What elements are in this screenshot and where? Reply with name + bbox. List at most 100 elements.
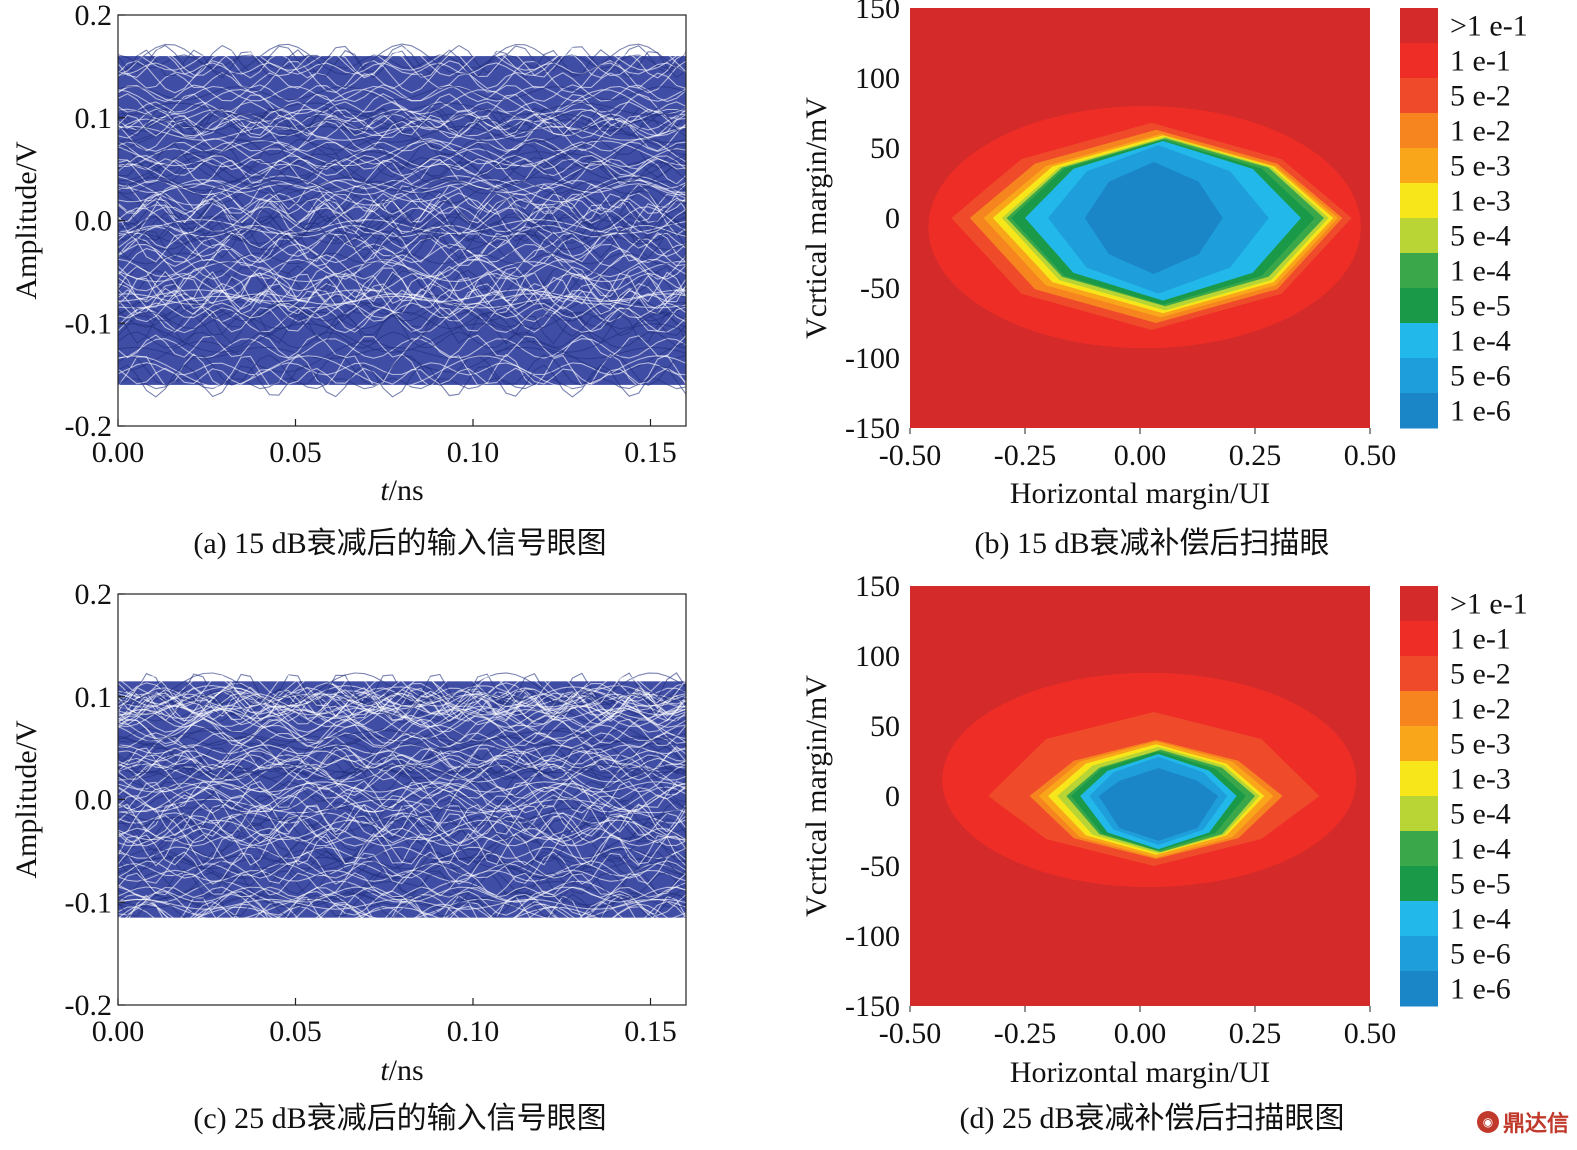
y-tick-label: -100 bbox=[845, 342, 900, 375]
y-tick-label: -0.1 bbox=[65, 886, 113, 919]
eye-trace bbox=[118, 72, 686, 90]
eye-trace bbox=[118, 233, 686, 245]
watermark-logo-icon: ◉ bbox=[1476, 1111, 1499, 1133]
eye-trace bbox=[118, 202, 686, 236]
eye-trace bbox=[118, 735, 686, 747]
eye-trace bbox=[118, 781, 686, 793]
x-axis-label-var: t bbox=[380, 474, 389, 507]
colorbar-label: 1 e-4 bbox=[1450, 833, 1511, 866]
eye-trace bbox=[118, 153, 686, 186]
y-tick-label: -50 bbox=[860, 850, 900, 883]
eye-trace bbox=[118, 886, 686, 898]
eye-trace bbox=[118, 893, 686, 926]
eye-traces bbox=[118, 42, 686, 398]
eye-trace bbox=[118, 753, 686, 774]
x-tick-label: -0.25 bbox=[994, 439, 1057, 472]
eye-trace bbox=[118, 157, 686, 171]
eye-trace bbox=[118, 881, 686, 902]
x-axis-label: t/ns bbox=[380, 474, 423, 507]
eye-trace bbox=[118, 89, 686, 115]
eye-trace bbox=[118, 732, 686, 749]
eye-trace bbox=[118, 118, 686, 137]
colorbar-swatch bbox=[1400, 621, 1438, 657]
colorbar-label: 5 e-6 bbox=[1450, 360, 1511, 393]
eye-trace bbox=[118, 757, 686, 769]
y-tick-label: 150 bbox=[855, 0, 900, 25]
colorbar-swatch bbox=[1400, 656, 1438, 692]
eye-trace bbox=[118, 220, 686, 243]
colorbar-b: >1 e-11 e-15 e-21 e-25 e-31 e-35 e-41 e-… bbox=[1400, 8, 1528, 429]
x-tick-label: 0.10 bbox=[447, 436, 500, 469]
chart-b: -0.50 -0.25 0.00 0.25 0.50 150 100 50 0 -50 -100 -1… bbox=[800, 0, 1396, 560]
chart-d: -0.50 -0.25 0.00 0.25 0.50 150 100 50 0 -50 -100 -1… bbox=[800, 570, 1396, 1135]
colorbar-label: 1 e-3 bbox=[1450, 763, 1511, 796]
eye-trace bbox=[118, 708, 686, 728]
y-tick-label: 50 bbox=[870, 132, 900, 165]
colorbar-label: 1 e-6 bbox=[1450, 395, 1511, 428]
eye-trace bbox=[118, 49, 686, 79]
y-tick-label: -150 bbox=[845, 412, 900, 445]
y-tick-label: 0 bbox=[885, 202, 900, 235]
colorbar-label: 5 e-2 bbox=[1450, 80, 1511, 113]
panel-caption: (c) 25 dB衰减后的输入信号眼图 bbox=[193, 1102, 606, 1135]
colorbar-label: 5 e-2 bbox=[1450, 658, 1511, 691]
y-tick-label: -100 bbox=[845, 920, 900, 953]
colorbar-swatch bbox=[1400, 393, 1438, 429]
eye-trace bbox=[118, 836, 686, 847]
y-axis-label: Vcrtical margin/mV bbox=[800, 675, 833, 917]
eye-trace bbox=[118, 120, 686, 152]
eye-trace bbox=[118, 367, 686, 386]
colorbar-swatch bbox=[1400, 358, 1438, 394]
colorbar-swatch bbox=[1400, 183, 1438, 219]
eye-trace bbox=[118, 148, 686, 168]
x-tick-label: 0.15 bbox=[624, 436, 677, 469]
colorbar-label: 1 e-6 bbox=[1450, 973, 1511, 1006]
eye-trace bbox=[118, 219, 686, 235]
eye-trace bbox=[118, 803, 686, 837]
y-tick-label: 0.2 bbox=[75, 0, 113, 32]
colorbar-swatch bbox=[1400, 691, 1438, 727]
eye-trace bbox=[118, 746, 686, 771]
eye-trace bbox=[118, 161, 686, 184]
eye-trace bbox=[118, 763, 686, 797]
eye-trace bbox=[118, 718, 686, 745]
colorbar-swatch bbox=[1400, 218, 1438, 254]
eye-trace bbox=[118, 898, 686, 922]
colorbar-swatch bbox=[1400, 148, 1438, 184]
eye-trace bbox=[118, 689, 686, 702]
eye-trace bbox=[118, 293, 686, 323]
colorbar-swatch bbox=[1400, 761, 1438, 797]
eye-trace bbox=[118, 176, 686, 192]
eye-trace bbox=[118, 44, 686, 74]
eye-trace bbox=[118, 743, 686, 775]
eye-trace bbox=[118, 197, 686, 215]
colorbar-d: >1 e-11 e-15 e-21 e-25 e-31 e-35 e-41 e-… bbox=[1400, 586, 1528, 1007]
eye-trace bbox=[118, 258, 686, 278]
eye-trace bbox=[118, 730, 686, 743]
eye-trace bbox=[118, 52, 686, 79]
eye-trace bbox=[118, 364, 686, 398]
y-tick-label: -0.2 bbox=[65, 410, 113, 443]
eye-trace bbox=[118, 886, 686, 903]
x-tick-label: 0.10 bbox=[447, 1015, 500, 1048]
eye-trace bbox=[118, 340, 686, 373]
colorbar-swatch bbox=[1400, 936, 1438, 972]
eye-trace bbox=[118, 674, 686, 708]
contour-level bbox=[1098, 768, 1219, 841]
x-axis-label-unit: /ns bbox=[389, 474, 424, 507]
y-tick-label: 0.1 bbox=[75, 681, 113, 714]
eye-trace bbox=[118, 331, 686, 349]
eye-trace bbox=[118, 275, 686, 306]
eye-trace bbox=[118, 102, 686, 116]
eye-trace bbox=[118, 140, 686, 167]
y-tick-label: -0.1 bbox=[65, 307, 113, 340]
eye-trace bbox=[118, 794, 686, 810]
eye-trace bbox=[118, 119, 686, 132]
eye-trace bbox=[118, 163, 686, 196]
eye-trace bbox=[118, 765, 686, 795]
eye-trace bbox=[118, 693, 686, 710]
eye-trace bbox=[118, 754, 686, 766]
eye-trace bbox=[118, 269, 686, 299]
eye-trace bbox=[118, 192, 686, 214]
eye-trace bbox=[118, 207, 686, 235]
